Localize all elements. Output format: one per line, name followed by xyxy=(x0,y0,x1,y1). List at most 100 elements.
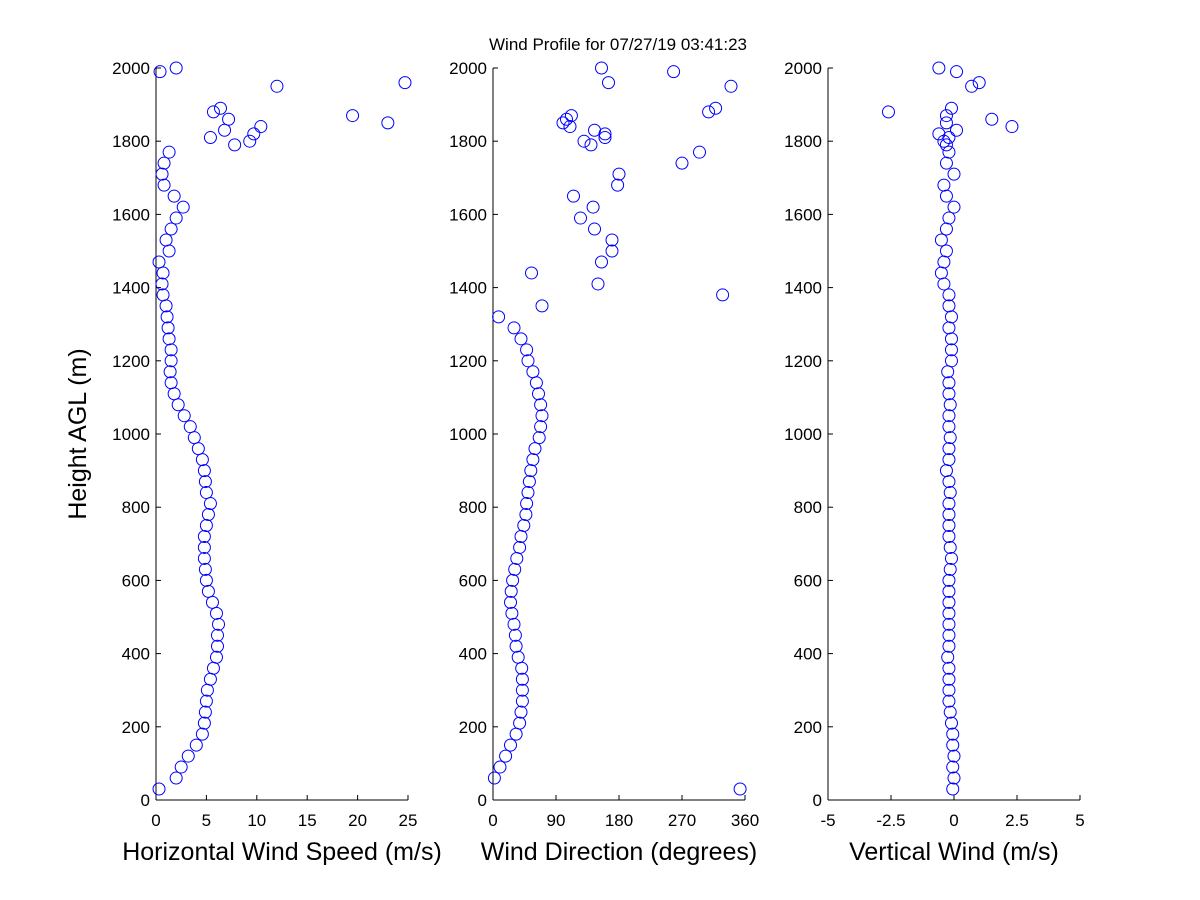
point xyxy=(152,255,166,269)
y-tick-label: 1400 xyxy=(449,279,487,298)
point xyxy=(733,782,747,796)
point xyxy=(881,105,895,119)
x-tick-label: 0 xyxy=(151,811,160,830)
point xyxy=(161,321,175,335)
y-tick-label: 600 xyxy=(794,571,822,590)
point xyxy=(944,354,958,368)
x-tick-label: 2.5 xyxy=(1005,811,1029,830)
point xyxy=(504,595,517,609)
y-tick-label: 1400 xyxy=(112,279,150,298)
point xyxy=(942,683,956,697)
point xyxy=(942,387,956,401)
x-tick-label: -2.5 xyxy=(876,811,905,830)
point xyxy=(526,453,540,467)
point xyxy=(944,551,958,565)
point xyxy=(504,584,518,598)
point xyxy=(985,112,999,126)
point xyxy=(519,508,533,522)
y-tick-label: 1000 xyxy=(784,425,822,444)
point xyxy=(254,120,268,134)
point xyxy=(965,79,979,93)
point xyxy=(198,562,212,576)
point xyxy=(197,716,211,730)
point xyxy=(176,200,190,214)
point xyxy=(511,650,525,664)
y-tick-label: 800 xyxy=(459,498,487,517)
point xyxy=(487,771,501,785)
y-tick-label: 1600 xyxy=(449,205,487,224)
point xyxy=(525,266,538,280)
point xyxy=(381,116,395,130)
point xyxy=(155,277,169,291)
point xyxy=(942,573,956,587)
point xyxy=(943,398,957,412)
y-tick-label: 0 xyxy=(813,791,822,810)
point xyxy=(588,123,601,137)
point xyxy=(513,540,527,554)
point xyxy=(508,562,522,576)
point xyxy=(942,639,956,653)
point xyxy=(944,716,958,730)
point xyxy=(169,771,183,785)
point xyxy=(199,486,213,500)
x-tick-label: 10 xyxy=(247,811,266,830)
point xyxy=(556,116,570,130)
point xyxy=(942,661,956,675)
point xyxy=(164,376,178,390)
y-tick-label: 1600 xyxy=(112,205,150,224)
point xyxy=(195,727,209,741)
y-tick-label: 0 xyxy=(478,791,487,810)
point xyxy=(505,606,519,620)
y-tick-label: 800 xyxy=(122,498,150,517)
y-tick-label: 600 xyxy=(459,571,487,590)
point xyxy=(612,167,626,181)
point xyxy=(942,376,956,390)
point xyxy=(203,131,217,145)
y-tick-label: 1600 xyxy=(784,205,822,224)
point xyxy=(943,705,957,719)
point xyxy=(939,116,953,130)
point xyxy=(270,79,284,93)
point xyxy=(222,112,236,126)
point xyxy=(228,138,242,152)
point xyxy=(591,277,605,291)
x-tick-label: 5 xyxy=(202,811,211,830)
point xyxy=(943,540,957,554)
point xyxy=(197,540,211,554)
point xyxy=(499,749,513,763)
point xyxy=(709,101,723,115)
point xyxy=(942,299,956,313)
point xyxy=(163,365,177,379)
point xyxy=(346,109,360,123)
point xyxy=(946,782,960,796)
point xyxy=(942,211,956,225)
point xyxy=(560,112,573,126)
point xyxy=(157,156,171,170)
point xyxy=(586,200,600,214)
point xyxy=(201,508,215,522)
point xyxy=(156,288,170,302)
point xyxy=(932,127,946,141)
x-tick-label: 25 xyxy=(399,811,418,830)
y-tick-label: 200 xyxy=(459,718,487,737)
point xyxy=(605,233,619,247)
x-tick-label: 270 xyxy=(668,811,696,830)
point xyxy=(515,672,529,686)
point xyxy=(183,420,197,434)
point xyxy=(514,332,528,346)
y-tick-label: 1800 xyxy=(449,132,487,151)
point xyxy=(206,105,220,119)
point xyxy=(169,211,183,225)
point xyxy=(563,120,577,134)
x-tick-label: 20 xyxy=(348,811,367,830)
point xyxy=(174,760,188,774)
y-tick-label: 400 xyxy=(459,645,487,664)
point xyxy=(950,123,964,137)
point xyxy=(167,189,181,203)
point xyxy=(157,178,171,192)
point xyxy=(942,453,956,467)
point xyxy=(153,65,167,79)
point xyxy=(197,464,211,478)
point xyxy=(942,529,956,543)
point xyxy=(947,200,961,214)
